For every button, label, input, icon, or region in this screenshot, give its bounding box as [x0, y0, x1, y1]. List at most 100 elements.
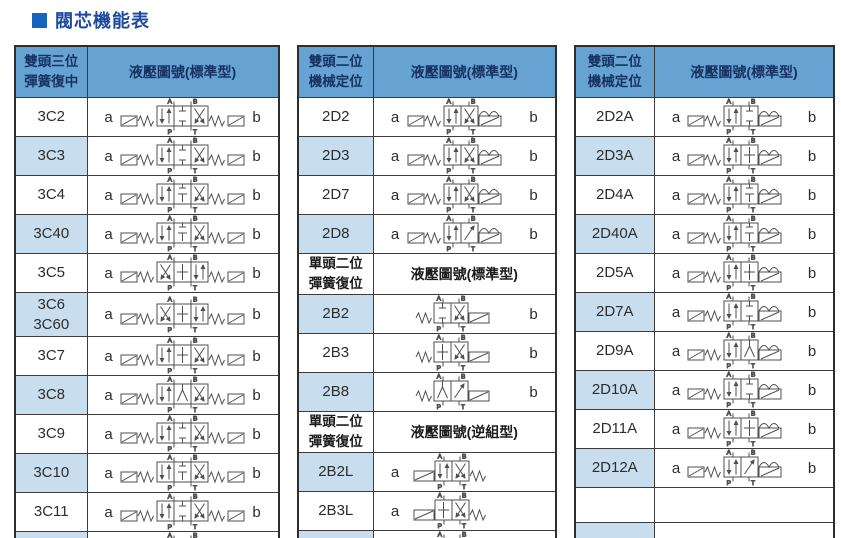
svg-text:P: P	[447, 207, 451, 214]
header-type-cell: 雙頭二位 機械定位	[574, 45, 655, 98]
valve-symbol-icon: A B P T	[408, 334, 520, 372]
svg-text:T: T	[471, 246, 475, 253]
code-cell: 3C10	[14, 453, 88, 493]
position-label-b: b	[807, 225, 817, 243]
code-cell: 2D2	[297, 97, 374, 137]
valve-symbol-icon: A B P T	[684, 410, 804, 448]
position-label-b: b	[252, 108, 261, 126]
svg-text:T: T	[751, 246, 755, 253]
svg-text:T: T	[193, 327, 197, 334]
svg-text:A: A	[167, 138, 172, 145]
position-label-a: a	[671, 459, 681, 477]
code-cell: 3C11	[14, 492, 88, 532]
svg-text:A: A	[727, 255, 732, 262]
position-label-b: b	[807, 303, 817, 321]
header-diagram-cell: 液壓圖號(標準型)	[373, 253, 556, 295]
svg-text:A: A	[727, 411, 732, 418]
valve-symbol-icon: A B P T	[117, 376, 249, 414]
svg-text:B: B	[751, 411, 755, 418]
title-bullet-icon	[32, 12, 47, 28]
symbol-cell: a A B P T	[373, 491, 556, 531]
position-label-a: a	[104, 147, 113, 165]
code-cell: 2B2L	[297, 452, 374, 492]
header-diagram-cell: 液壓圖號(標準型)	[86, 45, 279, 98]
code-cell: 2D10A	[574, 370, 655, 410]
position-label-a: a	[104, 186, 113, 204]
svg-text:T: T	[462, 523, 466, 530]
position-label-b: b	[252, 464, 261, 482]
header-diagram-cell: 液壓圖號(標準型)	[654, 45, 835, 98]
position-label-b: b	[807, 381, 817, 399]
position-label-a: a	[104, 108, 113, 126]
position-label-a: a	[104, 425, 113, 443]
table-row	[574, 522, 835, 538]
valve-symbol-icon: A B P T	[404, 98, 524, 136]
position-label-b: b	[807, 108, 817, 126]
position-label-a: a	[104, 464, 113, 482]
svg-text:T: T	[751, 285, 755, 292]
position-label-b: b	[252, 186, 261, 204]
position-label-a: a	[671, 264, 681, 282]
svg-text:A: A	[727, 138, 732, 145]
svg-text:A: A	[437, 296, 442, 303]
svg-text:P: P	[727, 363, 731, 370]
svg-text:B: B	[461, 296, 465, 303]
svg-text:A: A	[167, 377, 172, 384]
code-cell: 2D4A	[574, 175, 655, 215]
svg-text:B: B	[193, 177, 197, 184]
svg-text:P: P	[167, 485, 171, 492]
svg-text:A: A	[438, 493, 443, 500]
valve-symbol-icon: A B P T	[117, 454, 249, 492]
svg-text:T: T	[193, 485, 197, 492]
code-cell: 3C3	[14, 136, 88, 176]
svg-text:B: B	[751, 294, 755, 301]
valve-symbol-icon: A B P T	[404, 137, 524, 175]
svg-text:P: P	[727, 441, 731, 448]
svg-text:B: B	[193, 533, 197, 538]
svg-text:T: T	[461, 404, 465, 411]
position-label-b: b	[529, 186, 538, 204]
svg-text:T: T	[751, 363, 755, 370]
code-cell: 2D7A	[574, 292, 655, 332]
svg-text:B: B	[751, 99, 755, 106]
svg-text:P: P	[447, 246, 451, 253]
svg-text:B: B	[462, 454, 466, 461]
position-label-b: b	[529, 147, 538, 165]
svg-text:P: P	[727, 129, 731, 136]
svg-text:T: T	[471, 207, 475, 214]
valve-symbol-icon: A B P T	[684, 176, 804, 214]
code-cell: 2D11A	[574, 409, 655, 449]
position-label-b: b	[529, 383, 538, 401]
code-cell: 3C5	[14, 253, 88, 293]
svg-text:A: A	[437, 335, 442, 342]
svg-text:P: P	[727, 480, 731, 487]
